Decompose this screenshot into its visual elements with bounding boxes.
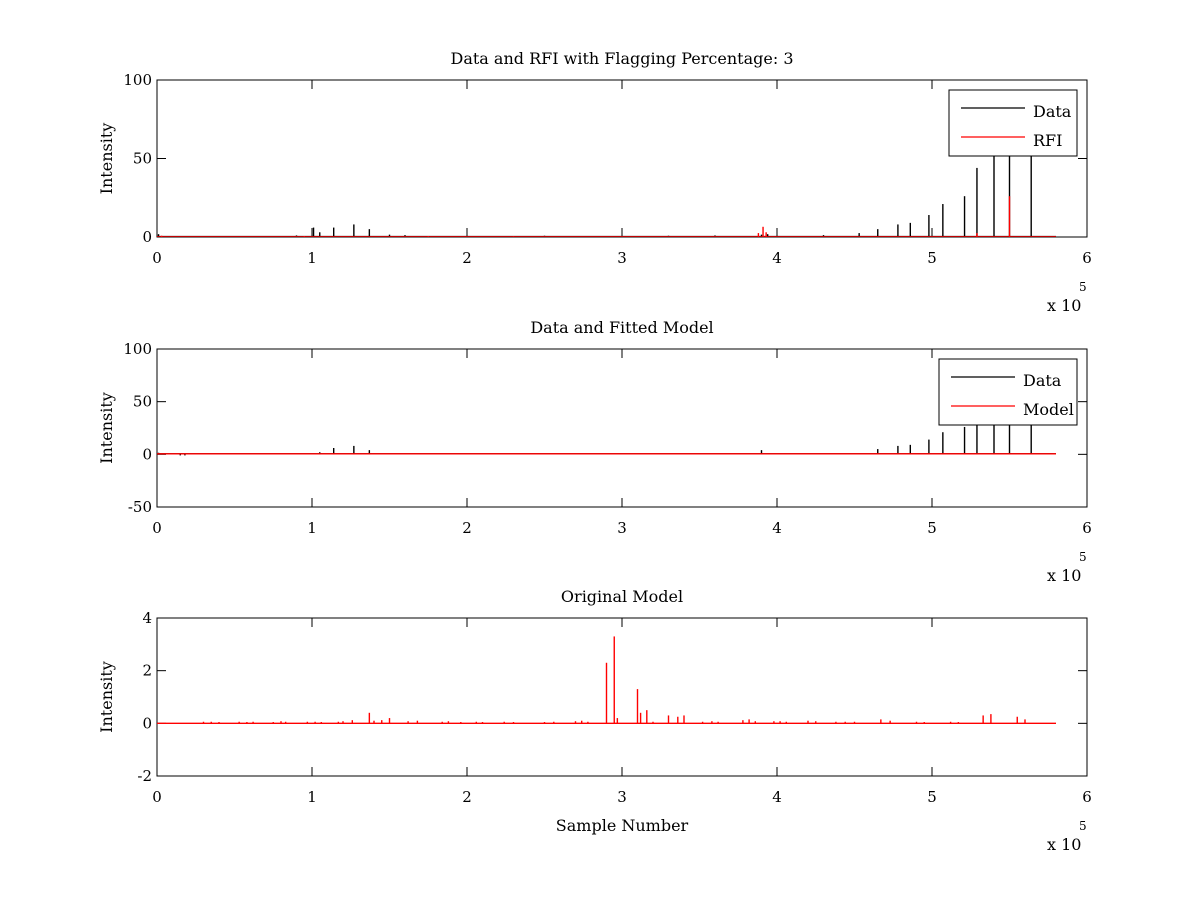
y-tick-label: 0 [142, 714, 152, 732]
legend-label: Data [1023, 371, 1062, 390]
x-axis-label: Sample Number [556, 816, 689, 835]
x-tick-label: 6 [1082, 519, 1092, 537]
legend-label: Data [1033, 102, 1072, 121]
x-multiplier-base: x 10 [1047, 566, 1081, 585]
plot-frame [156, 348, 1088, 508]
x-tick-label: 4 [772, 519, 782, 537]
legend-label: Model [1023, 400, 1074, 419]
y-axis-label: Intensity [97, 661, 116, 733]
x-tick-label: 5 [927, 519, 937, 537]
x-tick-label: 1 [307, 788, 317, 806]
series-rfi [157, 196, 1056, 237]
x-tick-label: 2 [462, 788, 472, 806]
legend: Data Model [938, 358, 1078, 426]
chart-title: Data and Fitted Model [530, 318, 713, 337]
series-model [157, 636, 1056, 725]
x-tick-label: 3 [617, 519, 627, 537]
x-multiplier-exponent: 5 [1079, 550, 1087, 564]
plot-frame [156, 617, 1088, 777]
x-multiplier-exponent: 5 [1079, 819, 1087, 833]
legend-label: RFI [1033, 131, 1062, 150]
x-multiplier-exponent: 5 [1079, 280, 1087, 294]
x-tick-label: 0 [152, 249, 162, 267]
chart-1: 0 1 2 3 4 5 6 0 50 100 Data and RFI with Flagging … [97, 49, 1092, 315]
chart-title: Data and RFI with Flagging Percentage: 3 [450, 49, 793, 68]
x-tick-label: 6 [1082, 788, 1092, 806]
x-tick-label: 3 [617, 788, 627, 806]
y-tick-label: 2 [142, 662, 152, 680]
x-tick-label: 0 [152, 788, 162, 806]
x-multiplier-base: x 10 [1047, 296, 1081, 315]
y-axis-label: Intensity [97, 392, 116, 464]
x-tick-label: 3 [617, 249, 627, 267]
x-tick-label: 0 [152, 519, 162, 537]
y-tick-label: 4 [142, 609, 152, 627]
x-tick-label: 4 [772, 249, 782, 267]
legend-box [938, 358, 1078, 426]
legend-box [948, 89, 1078, 157]
x-tick-label: 1 [307, 519, 317, 537]
y-tick-label: 0 [142, 228, 152, 246]
y-tick-label: 50 [133, 150, 152, 168]
x-tick-label: 1 [307, 249, 317, 267]
x-tick-label: 5 [927, 788, 937, 806]
x-tick-label: 2 [462, 249, 472, 267]
y-tick-label: 50 [133, 393, 152, 411]
y-tick-label: 100 [123, 340, 152, 358]
legend: Data RFI [948, 89, 1078, 157]
y-tick-label: 0 [142, 445, 152, 463]
y-tick-label: -50 [128, 498, 152, 516]
x-tick-label: 2 [462, 519, 472, 537]
y-tick-label: -2 [137, 767, 152, 785]
x-tick-label: 5 [927, 249, 937, 267]
plot-frame [156, 79, 1088, 238]
x-tick-label: 6 [1082, 249, 1092, 267]
x-multiplier-base: x 10 [1047, 835, 1081, 854]
y-axis-label: Intensity [97, 123, 116, 195]
chart-title: Original Model [561, 587, 683, 606]
x-tick-label: 4 [772, 788, 782, 806]
y-tick-label: 100 [123, 71, 152, 89]
